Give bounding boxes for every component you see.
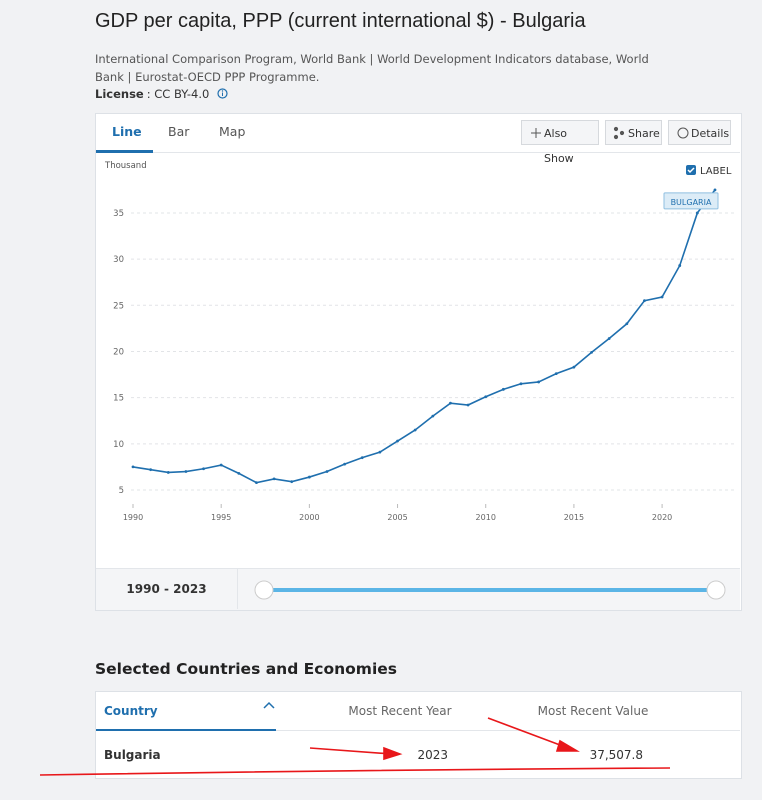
y-tick-label: 20	[113, 347, 124, 357]
x-tick-label: 2010	[476, 513, 496, 522]
column-header[interactable]: Most Recent Value	[537, 704, 649, 718]
point	[466, 403, 470, 407]
point	[378, 450, 382, 454]
sort-caret[interactable]	[263, 701, 275, 709]
point	[501, 387, 505, 391]
checkmark	[687, 167, 695, 174]
point	[219, 463, 223, 467]
sort-underline	[96, 729, 276, 731]
series-label-box	[663, 192, 719, 210]
tab[interactable]: Bar	[168, 124, 190, 139]
point	[484, 395, 488, 399]
x-tick-label: 2020	[652, 513, 672, 522]
column-header[interactable]: Country	[104, 704, 158, 718]
table-cell: 2023	[417, 748, 448, 762]
table-cell: 37,507.8	[589, 748, 643, 762]
point	[131, 465, 135, 469]
tab-divider	[96, 152, 740, 153]
table-title: Selected Countries and Economies	[95, 660, 397, 678]
point	[449, 401, 452, 405]
point	[431, 414, 435, 418]
license-label: License	[95, 87, 144, 101]
table-cell: Bulgaria	[104, 748, 161, 762]
decor: LABEL Thousand	[39, 126, 732, 776]
license: License: CC BY-4.0	[95, 87, 228, 101]
row-divider	[96, 730, 740, 731]
y-tick-label: 15	[113, 394, 124, 404]
tab-underline	[96, 150, 153, 153]
x-tick-label: 2000	[299, 513, 319, 522]
point	[255, 481, 258, 485]
point	[519, 382, 523, 386]
point	[237, 471, 241, 475]
point	[607, 337, 611, 340]
share-button[interactable]: Share	[605, 120, 662, 145]
point	[590, 350, 593, 354]
point	[537, 380, 541, 384]
label-toggle[interactable]: LABEL	[700, 166, 732, 177]
y-tick-label: 25	[113, 301, 124, 311]
point	[413, 428, 417, 432]
y-unit: Thousand	[104, 161, 147, 171]
y-tick-label: 30	[113, 255, 124, 265]
point	[554, 372, 558, 376]
y-tick-label: 10	[113, 440, 124, 450]
range-handle[interactable]	[706, 580, 726, 600]
x-tick-label: 2005	[387, 513, 407, 522]
point	[660, 295, 664, 299]
point	[307, 475, 311, 479]
button-icons	[531, 126, 689, 140]
point	[713, 188, 717, 192]
y-tick-label: 5	[119, 486, 124, 496]
point	[643, 299, 646, 303]
license-value: : CC BY-4.0	[146, 87, 210, 101]
page-title: GDP per capita, PPP (current internation…	[95, 10, 586, 32]
point	[343, 462, 347, 466]
point	[290, 480, 294, 484]
range-handle[interactable]	[254, 580, 274, 600]
tab[interactable]: Map	[219, 124, 246, 139]
chart-card	[95, 113, 742, 611]
column-header[interactable]: Most Recent Year	[348, 704, 452, 718]
x-tick-label: 2015	[564, 513, 584, 522]
range-label: 1990 - 2023	[126, 582, 207, 596]
point	[678, 264, 682, 267]
line	[132, 189, 716, 484]
point	[695, 211, 699, 215]
series-label: BULGARIA	[671, 198, 712, 207]
point	[272, 477, 276, 481]
point	[572, 365, 576, 369]
point	[166, 471, 170, 474]
point	[360, 456, 364, 460]
y-tick-label: 35	[113, 209, 124, 219]
x-tick-label: 1995	[211, 513, 231, 522]
point	[325, 470, 329, 473]
point	[149, 468, 153, 472]
source-text: International Comparison Program, World …	[95, 52, 649, 84]
point	[625, 322, 629, 326]
table-card	[95, 691, 742, 779]
point	[184, 470, 188, 473]
info-icon[interactable]	[217, 88, 228, 99]
tab[interactable]: Line	[112, 124, 142, 139]
point	[202, 467, 205, 471]
point	[396, 439, 399, 443]
x-tick-label: 1990	[123, 513, 143, 522]
red-annotations	[39, 717, 671, 776]
range-divider	[237, 569, 238, 609]
